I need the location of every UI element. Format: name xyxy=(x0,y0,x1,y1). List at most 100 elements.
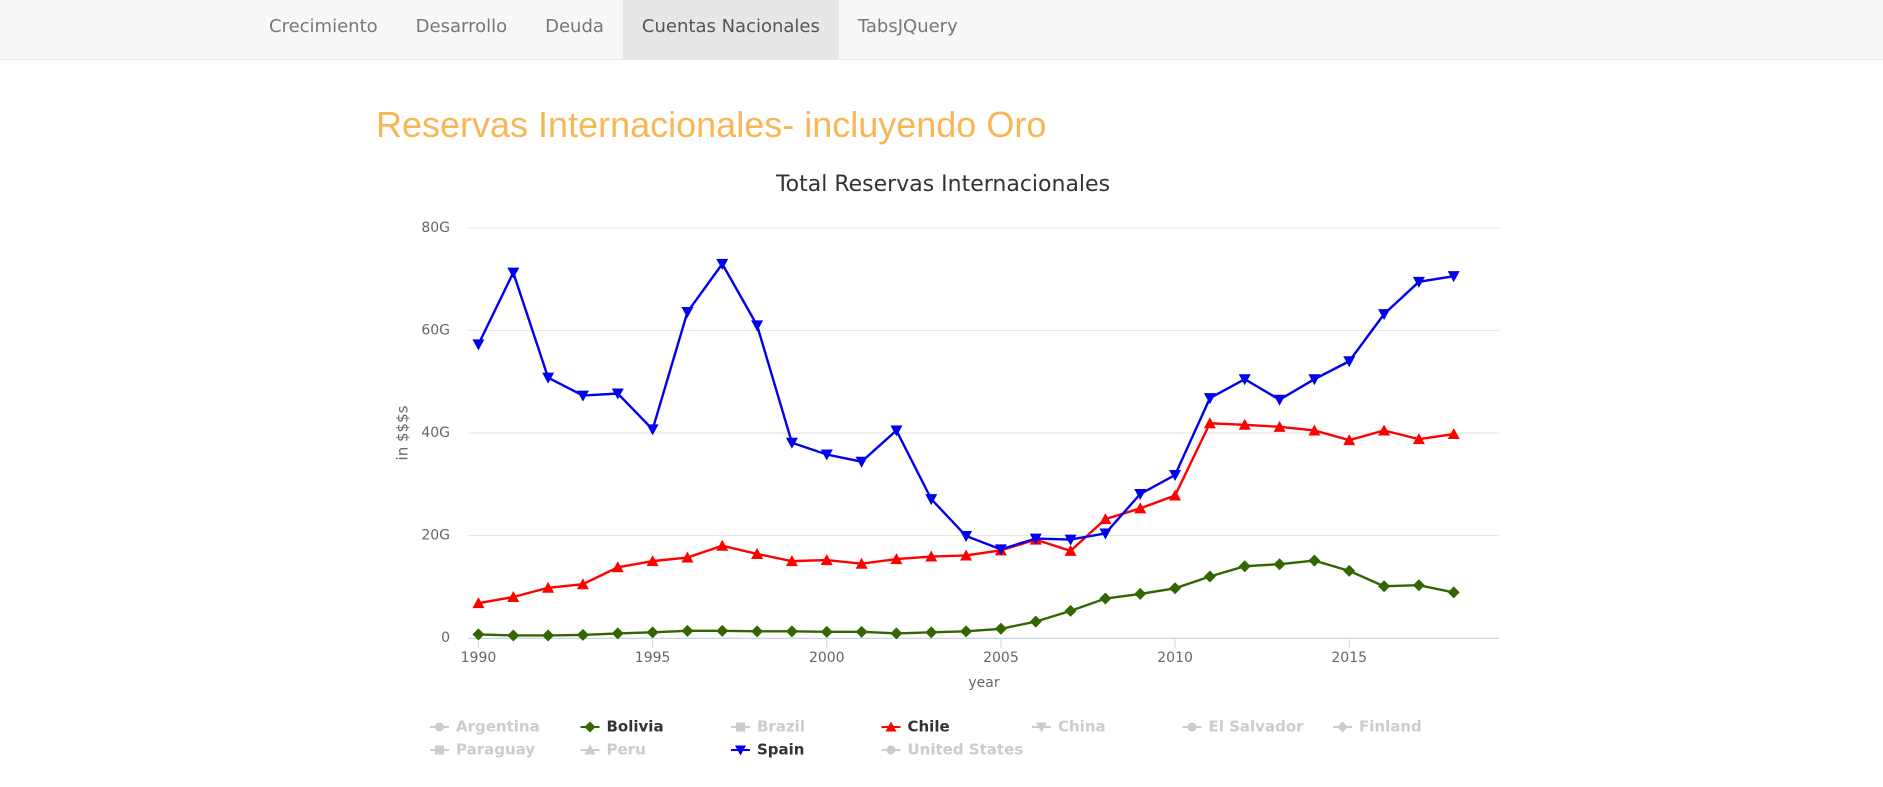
data-point xyxy=(611,388,624,400)
data-point xyxy=(716,624,729,637)
legend-item[interactable]: United States xyxy=(908,741,1024,759)
data-point xyxy=(960,531,973,543)
data-point xyxy=(1447,271,1460,283)
x-tick-label: 2000 xyxy=(809,650,845,666)
data-point xyxy=(1273,394,1286,406)
data-point xyxy=(507,267,520,279)
legend-item[interactable]: El Salvador xyxy=(1209,718,1305,736)
legend-symbol xyxy=(885,721,897,732)
nav-tab[interactable]: Deuda xyxy=(545,16,604,37)
data-point xyxy=(1203,393,1216,405)
data-point xyxy=(681,624,694,637)
data-point xyxy=(785,555,798,567)
data-point xyxy=(1308,374,1321,386)
navbar: Crecimiento Desarrollo Deuda Cuentas Nacion… xyxy=(0,0,1883,60)
data-point xyxy=(1273,420,1286,432)
data-point xyxy=(1238,418,1251,430)
nav-tab[interactable]: Cuentas Nacionales xyxy=(622,0,839,59)
data-point xyxy=(472,339,485,351)
data-point xyxy=(751,320,764,332)
data-point xyxy=(1412,433,1425,445)
legend-item[interactable]: Brazil xyxy=(757,718,805,736)
data-point xyxy=(925,494,938,506)
legend-symbol xyxy=(584,721,596,733)
data-point xyxy=(1273,558,1286,571)
legend-symbol xyxy=(584,744,596,755)
y-tick-label: 60G xyxy=(421,323,450,339)
data-point xyxy=(1169,470,1182,482)
legend-item[interactable]: Paraguay xyxy=(456,741,535,759)
data-point xyxy=(785,437,798,449)
y-axis-title: in $$$s xyxy=(394,405,412,460)
data-point xyxy=(681,307,694,319)
x-axis-title: year xyxy=(968,675,999,691)
data-point xyxy=(472,597,485,609)
data-point xyxy=(576,578,589,590)
legend-symbol xyxy=(736,722,745,732)
data-point xyxy=(507,591,520,602)
nav-tab[interactable]: TabsJQuery xyxy=(857,16,958,37)
y-tick-label: 20G xyxy=(421,528,450,544)
data-point xyxy=(542,372,555,384)
data-point xyxy=(785,625,798,638)
data-point xyxy=(1064,604,1077,617)
data-point xyxy=(1134,502,1147,514)
data-point xyxy=(646,626,659,639)
data-point xyxy=(611,561,624,573)
data-point xyxy=(1099,592,1112,605)
data-point xyxy=(855,625,868,638)
data-point xyxy=(1134,587,1147,600)
legend-item[interactable]: China xyxy=(1058,718,1106,736)
nav-tab[interactable]: Crecimiento xyxy=(269,16,378,37)
legend-symbol xyxy=(1036,722,1047,733)
data-point xyxy=(1064,534,1077,546)
data-point xyxy=(890,425,903,437)
legend-item[interactable]: Chile xyxy=(908,718,950,736)
data-point xyxy=(925,626,938,639)
data-point xyxy=(472,628,485,641)
x-tick-label: 1995 xyxy=(635,650,671,666)
data-point xyxy=(1169,582,1182,595)
data-point xyxy=(1029,533,1042,545)
series-line xyxy=(477,261,1454,551)
data-point xyxy=(1447,428,1460,440)
x-tick-label: 1990 xyxy=(461,650,497,666)
data-point xyxy=(1412,276,1425,288)
data-point xyxy=(925,550,938,562)
data-point xyxy=(994,544,1007,556)
legend-symbol xyxy=(435,745,444,755)
data-point xyxy=(960,549,973,561)
data-point xyxy=(681,551,694,563)
data-point xyxy=(1412,579,1425,592)
legend-item[interactable]: Spain xyxy=(757,741,804,759)
nav-tab[interactable]: Desarrollo xyxy=(415,16,508,37)
data-point xyxy=(855,557,868,569)
data-point xyxy=(820,554,833,566)
legend-item[interactable]: Bolivia xyxy=(607,718,664,736)
data-point xyxy=(820,449,833,461)
legend-symbol xyxy=(1337,721,1348,733)
data-point xyxy=(890,627,903,640)
legend-item[interactable]: Finland xyxy=(1359,718,1422,736)
data-point xyxy=(576,390,589,402)
data-point xyxy=(820,625,833,638)
legend-symbol xyxy=(886,745,896,755)
data-point xyxy=(890,553,903,565)
data-point xyxy=(646,555,659,567)
page-heading: Reservas Internacionales- incluyendo Oro xyxy=(376,104,1047,145)
data-point xyxy=(716,539,729,551)
data-point xyxy=(1238,374,1251,386)
legend-item[interactable]: Peru xyxy=(607,741,646,759)
data-point xyxy=(994,622,1007,635)
data-point xyxy=(1378,424,1391,436)
data-point xyxy=(1378,309,1391,321)
chart-title: Total Reservas Internacionales xyxy=(775,172,1110,197)
data-point xyxy=(1343,434,1356,446)
data-point xyxy=(751,625,764,638)
data-point xyxy=(751,547,764,559)
legend-item[interactable]: Argentina xyxy=(456,718,540,736)
data-point xyxy=(507,629,520,642)
data-point xyxy=(855,456,868,468)
